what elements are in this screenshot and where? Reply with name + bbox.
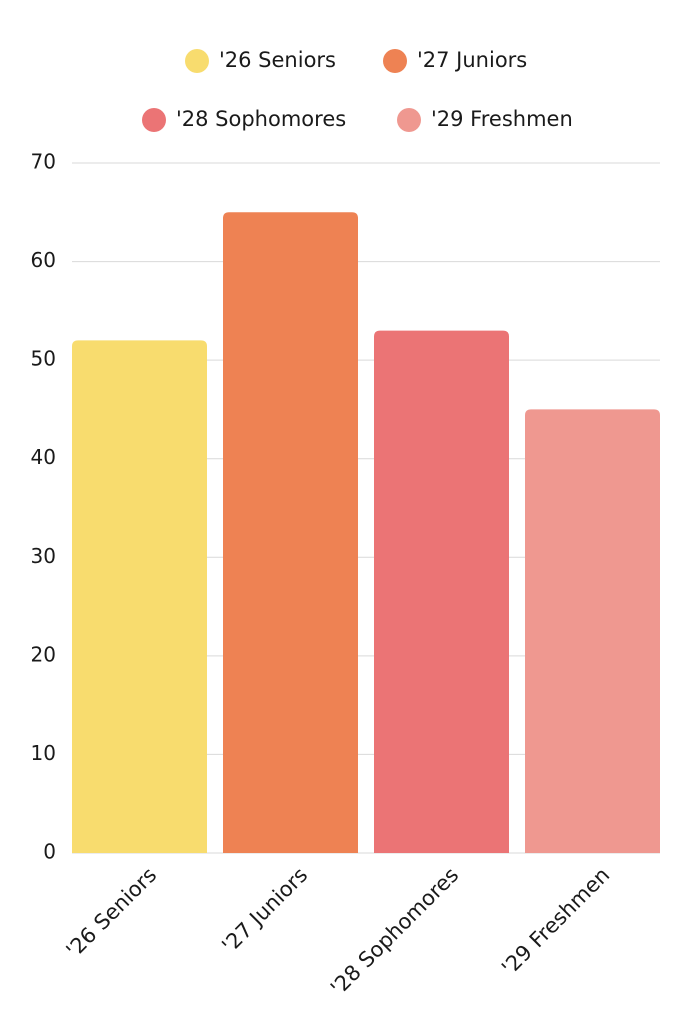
x-tick-label: '29 Freshmen	[497, 863, 614, 980]
y-tick-label: 60	[31, 248, 56, 272]
y-tick-label: 10	[31, 741, 56, 765]
y-tick-label: 30	[31, 544, 56, 568]
bar	[374, 330, 509, 854]
bar	[525, 409, 660, 853]
legend-label: '26 Seniors	[219, 48, 336, 72]
legend-label: '28 Sophomores	[176, 107, 346, 131]
legend-swatch	[142, 108, 166, 132]
legend-label: '29 Freshmen	[431, 107, 573, 131]
legend-swatch	[383, 49, 407, 73]
y-tick-label: 40	[31, 445, 56, 469]
x-tick-label: '28 Sophomores	[326, 863, 463, 1000]
x-tick-label: '27 Juniors	[217, 863, 312, 958]
legend-swatch	[185, 49, 209, 73]
x-tick-label: '26 Seniors	[62, 863, 162, 963]
y-tick-label: 50	[31, 347, 56, 371]
legend-label: '27 Juniors	[417, 48, 527, 72]
bar	[223, 212, 358, 854]
bar	[72, 340, 207, 853]
y-tick-label: 0	[43, 840, 56, 864]
legend-swatch	[397, 108, 421, 132]
y-tick-label: 20	[31, 642, 56, 666]
y-tick-label: 70	[31, 150, 56, 174]
